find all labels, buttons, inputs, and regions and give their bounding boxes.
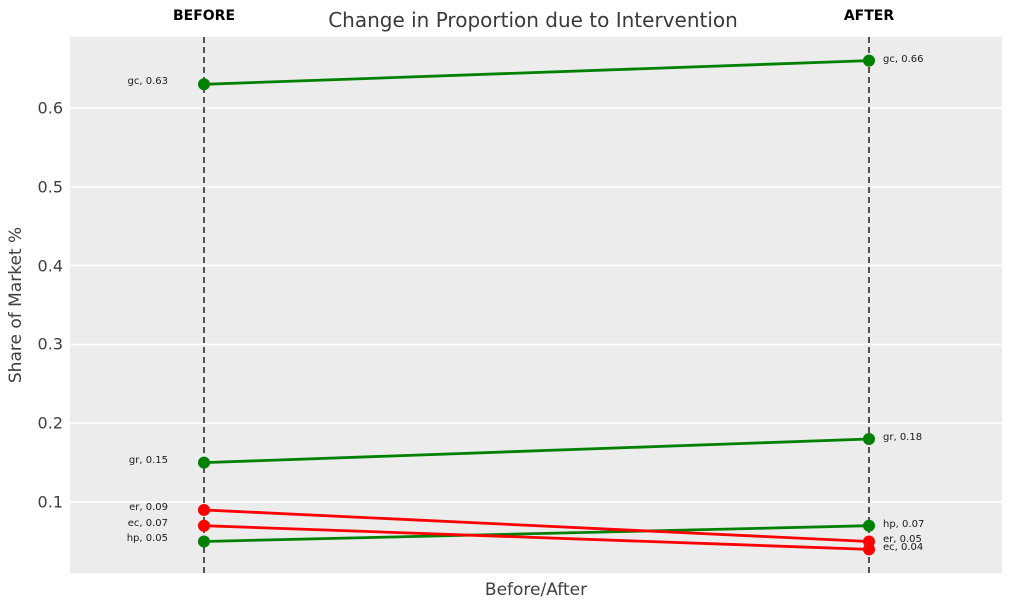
point-gc-after [863, 54, 875, 67]
point-er-before [198, 503, 210, 516]
before-column-header: BEFORE [172, 8, 236, 24]
point-gc-before [198, 78, 210, 91]
point-gr-before [198, 456, 210, 469]
point-label-gc-after: gc, 0.66 [883, 53, 924, 65]
point-ec-before [198, 519, 210, 532]
point-label-hp-after: hp, 0.07 [883, 518, 925, 530]
point-label-er-before: er, 0.09 [129, 501, 168, 513]
point-label-gc-before: gc, 0.63 [127, 76, 168, 88]
y-tick-label: 0.3 [37, 334, 63, 354]
point-label-hp-before: hp, 0.05 [126, 533, 168, 545]
y-tick-label: 0.1 [37, 492, 63, 512]
point-label-gr-before: gr, 0.15 [128, 454, 168, 466]
point-label-gr-after: gr, 0.18 [883, 432, 923, 443]
y-tick-label: 0.4 [37, 256, 63, 276]
point-label-er-after: er, 0.05 [883, 534, 922, 546]
point-hp-after [863, 519, 875, 532]
series-line-hp [203, 524, 870, 543]
chart-title: Change in Proportion due to Intervention [328, 8, 738, 32]
point-label-ec-after: ec, 0.04 [883, 542, 924, 554]
series-line-er [203, 508, 870, 543]
x-axis-label: Before/After [484, 580, 588, 600]
series-line-gc [203, 59, 870, 86]
point-hp-before [198, 535, 210, 548]
plot-background [70, 37, 1002, 573]
point-gr-after [863, 433, 875, 445]
series-line-gr [203, 437, 870, 465]
after-column-header: AFTER [843, 8, 895, 24]
series-line-ec [203, 524, 870, 551]
y-tick-label: 0.2 [37, 413, 63, 433]
y-tick-label: 0.6 [37, 98, 63, 118]
y-tick-label: 0.5 [37, 177, 63, 197]
point-ec-after [863, 543, 875, 556]
point-label-ec-before: ec, 0.07 [127, 517, 168, 529]
